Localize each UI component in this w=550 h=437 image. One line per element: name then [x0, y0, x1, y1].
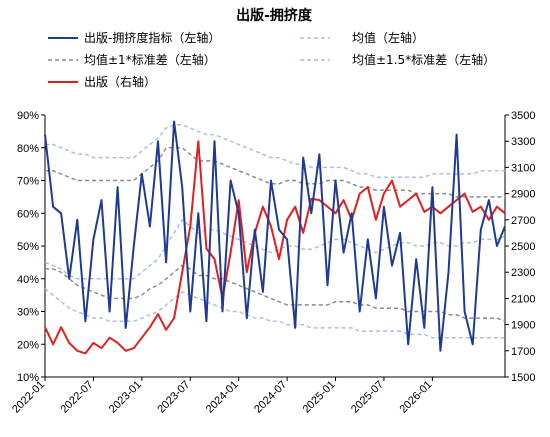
left-axis-ticks: 10% 20% 30% 40% 50% 60% 70% 80% 90% — [17, 110, 45, 384]
x-tick-label: 2025-07 — [349, 379, 386, 416]
right-tick-label: 1700 — [511, 346, 535, 358]
series-std1 — [45, 264, 506, 322]
legend-label-mean: 均值（左轴） — [352, 30, 424, 45]
legend-label-std15: 均值±1.5*标准差（左轴） — [352, 52, 495, 67]
right-tick-label: 2700 — [511, 215, 535, 227]
left-tick-label: 30% — [17, 307, 39, 319]
right-tick-label: 2100 — [511, 293, 535, 305]
x-tick-label: 2022-07 — [59, 379, 96, 416]
x-tick-label: 2022-01 — [10, 379, 47, 416]
right-tick-label: 2300 — [511, 267, 535, 279]
chart-title: 出版-拥挤度 — [236, 7, 313, 24]
left-tick-label: 90% — [17, 110, 39, 122]
series-publishing — [44, 140, 506, 355]
legend-item-std1: 均值±1*标准差（左轴） — [48, 52, 216, 67]
right-axis-ticks: 1500 1700 1900 2100 2300 2500 2700 2900 3100 3300… — [505, 110, 535, 384]
left-tick-label: 70% — [17, 176, 39, 188]
right-tick-label: 1900 — [511, 320, 535, 332]
left-tick-label: 20% — [17, 339, 39, 351]
left-tick-label: 60% — [17, 208, 39, 220]
legend-item-std15: 均值±1.5*标准差（左轴） — [300, 52, 495, 67]
legend-item-mean: 均值（左轴） — [300, 30, 424, 45]
right-tick-label: 2500 — [511, 241, 535, 253]
right-tick-label: 3100 — [511, 162, 535, 174]
left-tick-label: 40% — [17, 274, 39, 286]
series-congestion — [44, 120, 506, 352]
legend-label-congestion: 出版-拥挤度指标（左轴） — [84, 30, 220, 45]
x-tick-label: 2025-01 — [301, 379, 338, 416]
left-tick-label: 50% — [17, 241, 39, 253]
x-tick-label: 2024-07 — [252, 379, 289, 416]
legend-item-congestion: 出版-拥挤度指标（左轴） — [48, 30, 220, 45]
x-tick-label: 2024-01 — [204, 379, 241, 416]
legend-label-publishing: 出版（右轴） — [84, 74, 156, 89]
legend: 出版-拥挤度指标（左轴） 均值（左轴） 均值±1*标准差（左轴） 均值±1.5*… — [48, 30, 495, 89]
series-std1 — [45, 147, 505, 198]
legend-label-std1: 均值±1*标准差（左轴） — [84, 52, 216, 67]
series-std15 — [45, 124, 505, 178]
right-tick-label: 2900 — [511, 189, 535, 201]
x-tick-label: 2026-01 — [397, 379, 434, 416]
series-layer — [44, 120, 506, 355]
x-tick-label: 2023-01 — [107, 379, 144, 416]
x-axis-ticks: 2022-01 2022-07 2023-01 2023-07 2024-01 2024-… — [10, 377, 434, 416]
left-tick-label: 80% — [17, 143, 39, 155]
right-tick-label: 3500 — [511, 110, 535, 122]
series-std15 — [44, 288, 505, 339]
x-tick-label: 2023-07 — [155, 379, 192, 416]
right-tick-label: 3300 — [511, 136, 535, 148]
left-tick-label: 10% — [17, 372, 39, 384]
right-tick-label: 1500 — [511, 372, 535, 384]
legend-item-publishing: 出版（右轴） — [48, 74, 156, 89]
